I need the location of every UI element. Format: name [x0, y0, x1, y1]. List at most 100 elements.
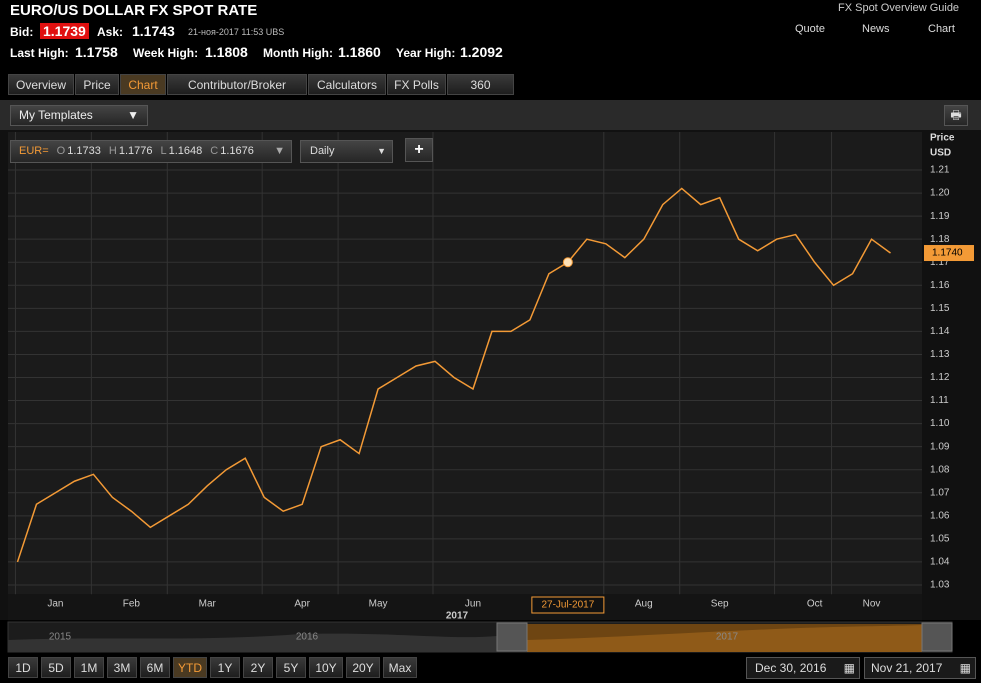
templates-text: My Templates: [19, 108, 93, 122]
navigator-year: 2016: [296, 632, 319, 643]
x-tick-label: Jun: [465, 599, 481, 610]
print-button[interactable]: 🖶: [944, 105, 968, 126]
high-value: 1.2092: [460, 44, 503, 60]
range-button[interactable]: 1Y: [210, 657, 240, 678]
header-link[interactable]: News: [862, 23, 890, 35]
legend-key: O: [56, 145, 66, 157]
y-tick-label: 1.18: [930, 234, 950, 245]
x-tick-label: Jan: [47, 599, 63, 610]
range-button[interactable]: YTD: [173, 657, 207, 678]
x-tick-label: May: [369, 599, 388, 610]
x-tick-label: Apr: [294, 599, 310, 610]
y-tick-label: 1.17: [930, 257, 950, 268]
y-tick-label: 1.14: [930, 326, 950, 337]
header-link[interactable]: Chart: [928, 23, 955, 35]
interval: Daily: [310, 145, 335, 157]
navigator-handle: [921, 622, 953, 652]
cursor-date-box: [531, 596, 605, 614]
range-button[interactable]: 10Y: [309, 657, 343, 678]
legend-value: 1.1776: [118, 145, 153, 157]
x-tick-label: Mar: [199, 599, 217, 610]
title: EURO/US DOLLAR FX SPOT RATE: [10, 2, 258, 19]
y-tick-label: 1.05: [930, 534, 950, 545]
high-label: Year High:: [396, 46, 456, 60]
end-date[interactable]: Nov 21, 2017 ▦: [864, 657, 976, 679]
legend-value: 1.1676: [220, 145, 254, 157]
navigator-history: [8, 633, 497, 652]
high-value: 1.1860: [338, 44, 381, 60]
toolbar: [0, 100, 981, 130]
tab[interactable]: FX Polls: [387, 74, 446, 95]
range-button[interactable]: 3M: [107, 657, 137, 678]
add-button[interactable]: +: [405, 138, 433, 162]
y-tick-label: 1.11: [930, 395, 949, 406]
bid-label: Bid:: [10, 25, 34, 39]
y-tick-label: 1.20: [930, 188, 950, 199]
range-button[interactable]: 5D: [41, 657, 71, 678]
ask: 1.1743: [132, 23, 175, 39]
last-value: 1.1740: [932, 248, 963, 259]
interval-dropdown[interactable]: Daily ▼: [300, 140, 393, 163]
last-value-tag: [924, 245, 974, 262]
tab[interactable]: Calculators: [308, 74, 386, 95]
high-label: Week High:: [133, 46, 199, 60]
range-button[interactable]: 20Y: [346, 657, 380, 678]
templates-dropdown[interactable]: My Templates ▼: [10, 105, 148, 126]
range-button[interactable]: 5Y: [276, 657, 306, 678]
ric: EUR=: [19, 145, 49, 157]
x-tick-label: Sep: [711, 599, 729, 610]
x-tick-label: Feb: [123, 599, 141, 610]
cursor-date: 27-Jul-2017: [541, 600, 594, 611]
x-axis-band: [8, 594, 922, 621]
legend-bar: EUR= O 1.1733 H 1.1776 L 1.1648 C 1.1676 ▼: [10, 140, 292, 163]
y-tick-label: 1.21: [930, 165, 950, 176]
plot-area: [8, 132, 922, 595]
high-label: Month High:: [263, 46, 333, 60]
y-tick-label: 1.12: [930, 372, 950, 383]
y-axis-title: Price: [930, 133, 955, 144]
tab[interactable]: Overview: [8, 74, 74, 95]
y-tick-label: 1.19: [930, 211, 950, 222]
high-value: 1.1758: [75, 44, 118, 60]
bid: 1.1739: [40, 23, 89, 39]
y-axis-unit: USD: [930, 148, 951, 159]
x-tick-label: Nov: [863, 599, 881, 610]
legend-key: C: [210, 145, 219, 157]
range-button[interactable]: Max: [383, 657, 417, 678]
range-button[interactable]: 2Y: [243, 657, 273, 678]
price-line: [16, 187, 891, 563]
legend-key: L: [160, 145, 167, 157]
y-tick-label: 1.09: [930, 441, 950, 452]
y-tick-label: 1.15: [930, 303, 950, 314]
y-tick-label: 1.07: [930, 487, 950, 498]
range-button[interactable]: 1M: [74, 657, 104, 678]
y-tick-label: 1.13: [930, 349, 950, 360]
header-link[interactable]: Quote: [795, 23, 825, 35]
y-tick-label: 1.16: [930, 280, 950, 291]
legend-value: 1.1733: [67, 145, 101, 157]
tab[interactable]: Price: [75, 74, 119, 95]
start-date[interactable]: Dec 30, 2016 ▦: [746, 657, 860, 679]
legend-value: 1.1648: [168, 145, 203, 157]
range-button[interactable]: 1D: [8, 657, 38, 678]
legend-key: H: [108, 145, 117, 157]
x-tick-label: Oct: [807, 599, 823, 610]
guide-link[interactable]: FX Spot Overview Guide: [838, 2, 960, 14]
navigator-year: 2017: [716, 632, 739, 643]
y-tick-label: 1.03: [930, 580, 950, 591]
navigator-selection-area: [527, 625, 922, 652]
y-tick-label: 1.08: [930, 464, 950, 475]
date-text: Dec 30, 2016: [755, 661, 827, 675]
y-tick-label: 1.06: [930, 510, 950, 521]
high-value: 1.1808: [205, 44, 248, 60]
range-button[interactable]: 6M: [140, 657, 170, 678]
tab[interactable]: Chart: [120, 74, 166, 95]
cursor-point: [562, 257, 573, 268]
y-tick-label: 1.10: [930, 418, 950, 429]
navigator-year: 2015: [49, 632, 72, 643]
high-label: Last High:: [10, 46, 69, 60]
x-tick-label: Aug: [635, 599, 653, 610]
ask-label: Ask:: [97, 25, 124, 39]
